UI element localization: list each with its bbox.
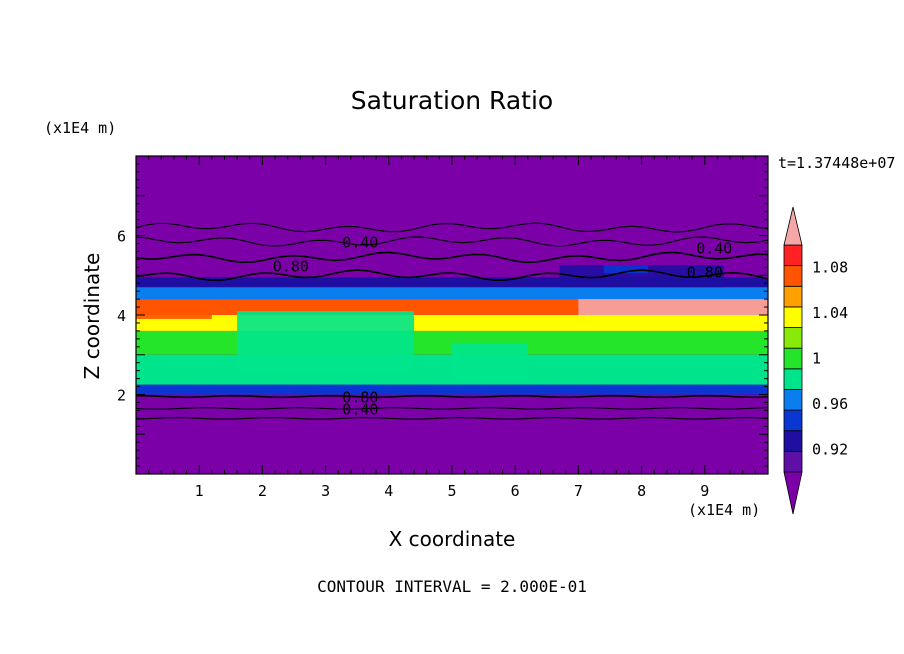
contour-line: [135, 417, 769, 420]
colorbar-swatch: [783, 389, 803, 411]
colorbar-over-arrow: [783, 206, 803, 246]
contour-line: [135, 251, 769, 264]
contour-line: [135, 407, 769, 410]
x-tick-label: 9: [700, 482, 709, 500]
colorbar-tick-label: 1.04: [812, 304, 848, 322]
colorbar-tick-label: 1: [812, 350, 821, 368]
contour-label: 0.40: [696, 239, 732, 257]
x-tick-label: 2: [258, 482, 267, 500]
chart-title: Saturation Ratio: [350, 86, 554, 115]
colorbar-swatch: [783, 327, 803, 349]
colorbar-swatch: [783, 368, 803, 390]
contour-label: 0.80: [687, 263, 723, 281]
field-band: [136, 156, 768, 278]
colorbar-tick-label: 1.08: [812, 259, 848, 277]
field-band: [136, 394, 768, 474]
field-band: [136, 287, 768, 300]
contour-interval-note: CONTOUR INTERVAL = 2.000E-01: [317, 577, 587, 596]
colorbar-under-arrow: [783, 471, 803, 515]
field-band: [136, 277, 768, 288]
contour-label: 0.40: [342, 233, 378, 251]
colorbar-swatch: [783, 409, 803, 432]
contour-line: [135, 269, 769, 282]
x-tick-label: 5: [447, 482, 456, 500]
contour-label: 0.80: [342, 388, 378, 406]
x-tick-label: 6: [511, 482, 520, 500]
field-band: [136, 315, 768, 331]
contour-line: [135, 236, 769, 247]
field-patch: [136, 303, 212, 319]
colorbar: 0.92 0.96 1 1.04 1.08: [783, 206, 848, 515]
x-tick-label: 4: [384, 482, 393, 500]
colorbar-swatch: [783, 450, 803, 473]
colorbar-tick-label: 0.92: [812, 440, 848, 458]
x-tick-label: 3: [321, 482, 330, 500]
field-patch: [559, 265, 724, 288]
field-patch: [578, 299, 768, 315]
colorbar-swatch: [783, 306, 803, 328]
field-patch: [237, 311, 415, 371]
y-tick-label: 4: [117, 307, 126, 325]
field-patch: [452, 342, 528, 379]
field-patch: [603, 265, 648, 274]
color-field: [136, 156, 768, 474]
colorbar-swatch: [783, 244, 803, 267]
x-axis-unit: (x1E4 m): [688, 501, 761, 519]
contour-lines: [135, 222, 769, 420]
y-axis-unit: (x1E4 m): [44, 119, 117, 137]
colorbar-swatch: [783, 430, 803, 452]
contour-label: 0.80: [273, 257, 309, 275]
colorbar-swatch: [783, 265, 803, 287]
plot-axes: 1 2 3 4 5 6 7 8 9 2 4 6: [117, 155, 769, 500]
contour-line: [135, 222, 769, 233]
y-tick-label: 2: [117, 387, 126, 405]
x-tick-label: 8: [637, 482, 646, 500]
time-stamp: t=1.37448e+07: [778, 154, 896, 172]
contour-labels: 0.400.800.400.800.800.40: [273, 233, 733, 418]
colorbar-swatch: [783, 347, 803, 370]
colorbar-swatch: [783, 285, 803, 308]
contour-label: 0.40: [342, 400, 378, 418]
x-tick-label: 7: [574, 482, 583, 500]
contour-line: [135, 394, 769, 399]
colorbar-tick-label: 0.96: [812, 395, 848, 413]
y-tick-label: 6: [117, 228, 126, 246]
x-tick-label: 1: [195, 482, 204, 500]
field-band: [136, 384, 768, 395]
x-axis-label: X coordinate: [388, 527, 516, 551]
